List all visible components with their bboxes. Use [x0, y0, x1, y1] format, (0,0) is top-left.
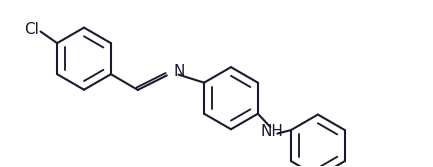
Text: Cl: Cl [24, 22, 39, 37]
Text: NH: NH [261, 124, 284, 139]
Text: N: N [173, 64, 184, 79]
